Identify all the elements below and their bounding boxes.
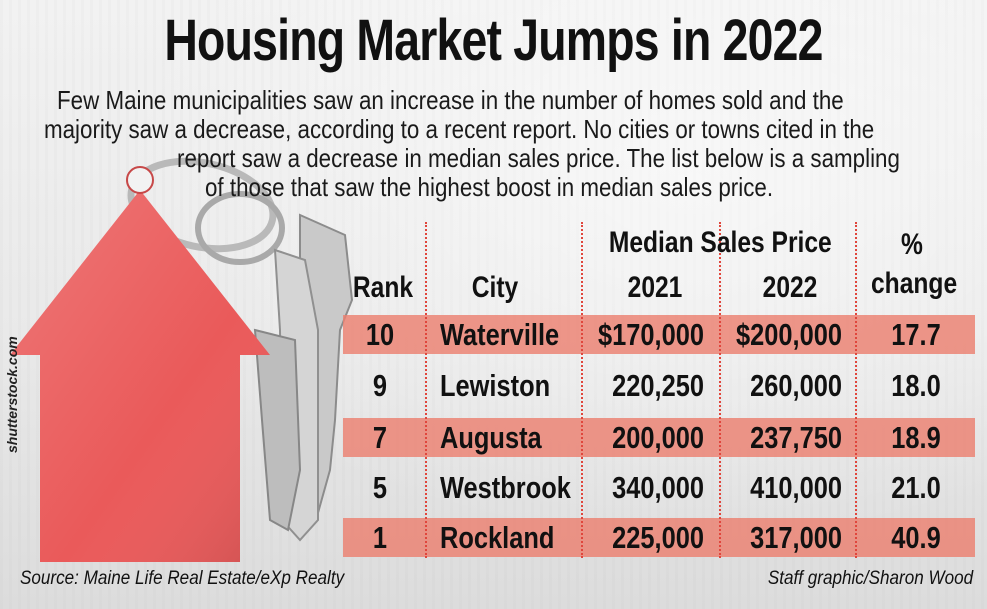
table-row-rank: 10 [365, 317, 395, 352]
table-row-2021: 225,000 [612, 520, 704, 555]
table-row-city: Waterville [440, 317, 560, 352]
page-title: Housing Market Jumps in 2022 [164, 8, 823, 73]
table-row-rank: 1 [372, 520, 388, 555]
column-divider [581, 222, 583, 558]
column-divider [855, 222, 857, 558]
header-rank: Rank [352, 271, 414, 304]
table-row-rank: 5 [372, 470, 388, 505]
table-row-city: Lewiston [440, 368, 551, 403]
table-row-city: Westbrook [440, 470, 571, 505]
header-pct-symbol: % [901, 228, 923, 261]
table-row-pct: 40.9 [891, 520, 941, 555]
row-highlight-1 [343, 315, 975, 354]
staff-credit: Staff graphic/Sharon Wood [767, 568, 973, 589]
table-row-2021: 340,000 [612, 470, 704, 505]
table-row-2021: 220,250 [612, 368, 704, 403]
header-pct-change: change [871, 267, 958, 300]
header-2022: 2022 [762, 271, 818, 304]
table-row-pct: 21.0 [891, 470, 941, 505]
table-row-2022: 317,000 [750, 520, 842, 555]
photo-credit: shutterstock.com [4, 336, 20, 453]
table-row-city: Augusta [440, 420, 542, 455]
table-row-pct: 17.7 [891, 317, 941, 352]
table-row-2022: 260,000 [750, 368, 842, 403]
table-row-pct: 18.9 [891, 420, 941, 455]
table-row-2022: 237,750 [750, 420, 842, 455]
table-row-2021: $170,000 [597, 317, 704, 352]
header-2021: 2021 [627, 271, 683, 304]
table-row-2021: 200,000 [612, 420, 704, 455]
intro-line-4: of those that saw the highest boost in m… [205, 172, 774, 202]
column-divider [719, 222, 721, 558]
table-row-pct: 18.0 [891, 368, 941, 403]
intro-line-2: majority saw a decrease, according to a … [44, 114, 875, 144]
table-row-rank: 7 [372, 420, 388, 455]
table-row-2022: 410,000 [750, 470, 842, 505]
row-highlight-3 [343, 418, 975, 457]
column-divider [425, 222, 427, 558]
group-header-median-price: Median Sales Price [608, 226, 832, 259]
table-row-2022: $200,000 [735, 317, 842, 352]
intro-line-3: report saw a decrease in median sales pr… [177, 143, 900, 173]
table-row-city: Rockland [440, 520, 555, 555]
row-highlight-5 [343, 518, 975, 557]
intro-line-1: Few Maine municipalities saw an increase… [57, 85, 844, 115]
source-credit: Source: Maine Life Real Estate/eXp Realt… [20, 568, 345, 589]
table-row-rank: 9 [372, 368, 388, 403]
header-city: City [471, 271, 519, 304]
